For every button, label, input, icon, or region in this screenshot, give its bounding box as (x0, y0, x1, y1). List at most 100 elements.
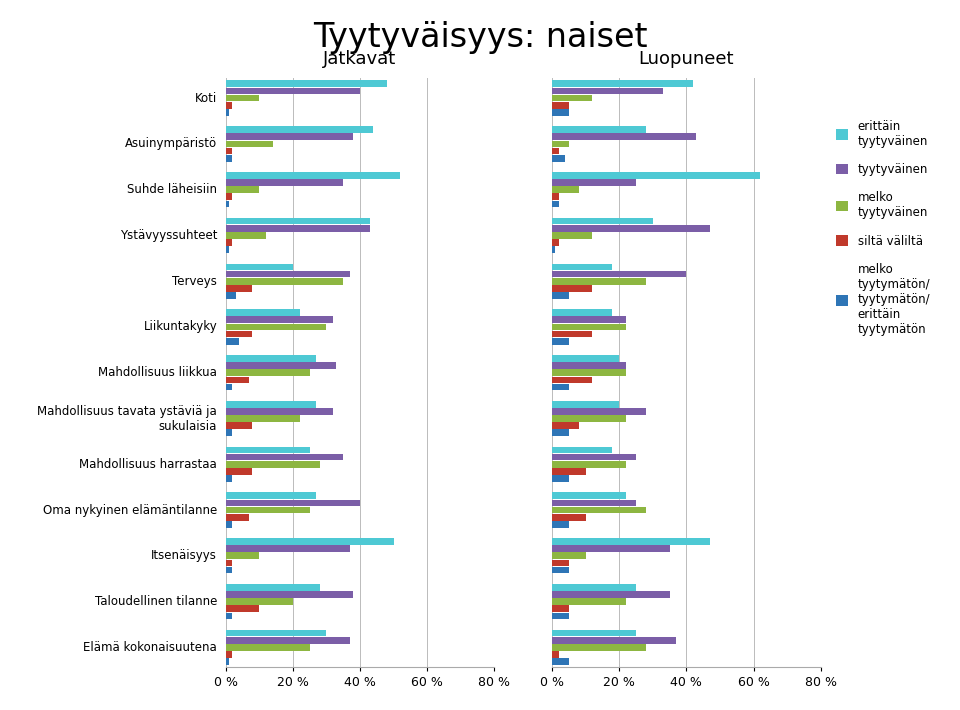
Legend: erittäin
tyytyväinen, tyytyväinen, melko
tyytyväinen, siltä väliltä, melko
tyyty: erittäin tyytyväinen, tyytyväinen, melko… (836, 119, 930, 336)
Bar (226, 87, 360, 94)
Bar (226, 514, 250, 520)
Bar (226, 355, 317, 362)
Text: Oma nykyinen elämäntilanne: Oma nykyinen elämäntilanne (43, 503, 217, 517)
Bar (552, 468, 586, 475)
Bar (226, 475, 232, 482)
Text: Mahdollisuus liikkua: Mahdollisuus liikkua (98, 366, 217, 379)
Bar (552, 310, 612, 316)
Bar (552, 369, 626, 376)
Bar (226, 430, 232, 436)
Bar (552, 338, 568, 344)
Bar (226, 285, 252, 292)
Bar (226, 461, 320, 468)
Bar (552, 95, 592, 102)
Bar (552, 293, 568, 299)
Bar (552, 567, 568, 574)
Bar (226, 567, 232, 574)
Bar (226, 644, 309, 650)
Bar (226, 201, 229, 207)
Text: Tyytyväisyys: naiset: Tyytyväisyys: naiset (313, 21, 647, 54)
Text: Terveys: Terveys (173, 275, 217, 288)
Bar (226, 172, 400, 179)
Bar (552, 454, 636, 461)
Bar (226, 591, 353, 598)
Bar (552, 141, 568, 147)
Bar (226, 102, 232, 109)
Bar (226, 310, 300, 316)
Bar (552, 201, 559, 207)
Bar (552, 186, 579, 193)
Bar (226, 126, 373, 133)
Bar (226, 606, 259, 612)
Bar (552, 475, 568, 482)
Bar (552, 246, 555, 253)
Bar (552, 651, 559, 658)
Bar (226, 133, 353, 140)
Bar (226, 454, 344, 461)
Bar (226, 263, 293, 271)
Bar (226, 552, 259, 559)
Bar (552, 278, 646, 285)
Bar (552, 644, 646, 650)
Text: Elämä kokonaisuutena: Elämä kokonaisuutena (84, 641, 217, 654)
Bar (226, 408, 333, 415)
Bar (552, 637, 676, 643)
Bar (552, 355, 619, 362)
Bar (552, 331, 592, 337)
Text: Mahdollisuus harrastaa: Mahdollisuus harrastaa (80, 458, 217, 471)
Bar (226, 447, 309, 453)
Bar (226, 362, 337, 369)
Bar (226, 324, 326, 330)
Text: Koti: Koti (195, 92, 217, 104)
Bar (552, 538, 709, 545)
Bar (226, 278, 344, 285)
Bar (552, 383, 568, 391)
Text: Asuinympäristö: Asuinympäristö (125, 138, 217, 151)
Bar (552, 172, 760, 179)
Bar (552, 271, 686, 278)
Bar (226, 401, 317, 408)
Bar (226, 651, 232, 658)
Bar (552, 87, 662, 94)
Bar (226, 383, 232, 391)
Bar (226, 239, 232, 246)
Bar (226, 80, 387, 87)
Bar (552, 545, 670, 552)
Bar (226, 179, 344, 186)
Bar (552, 80, 693, 87)
Bar (226, 369, 309, 376)
Text: Mahdollisuus tavata ystäviä ja
sukulaisia: Mahdollisuus tavata ystäviä ja sukulaisi… (37, 405, 217, 432)
Bar (552, 422, 579, 429)
Text: Suhde läheisiin: Suhde läheisiin (127, 183, 217, 196)
Bar (226, 331, 252, 337)
Bar (226, 293, 236, 299)
Bar (552, 401, 619, 408)
Bar (552, 239, 559, 246)
Bar (226, 95, 259, 102)
Bar (226, 186, 259, 193)
Bar (226, 415, 300, 422)
Title: Jatkavat: Jatkavat (324, 50, 396, 68)
Bar (552, 599, 626, 605)
Bar (552, 493, 626, 499)
Bar (552, 148, 559, 154)
Bar (552, 500, 636, 506)
Bar (226, 246, 229, 253)
Bar (226, 194, 232, 200)
Bar (552, 559, 568, 567)
Bar (226, 507, 309, 513)
Bar (552, 225, 709, 231)
Text: Ystävyyssuhteet: Ystävyyssuhteet (120, 229, 217, 242)
Bar (226, 141, 273, 147)
Bar (226, 493, 317, 499)
Bar (226, 521, 232, 528)
Bar (552, 109, 568, 116)
Bar (226, 225, 371, 231)
Bar (226, 613, 232, 619)
Bar (552, 285, 592, 292)
Bar (552, 179, 636, 186)
Bar (226, 422, 252, 429)
Bar (226, 658, 229, 665)
Bar (552, 606, 568, 612)
Bar (552, 408, 646, 415)
